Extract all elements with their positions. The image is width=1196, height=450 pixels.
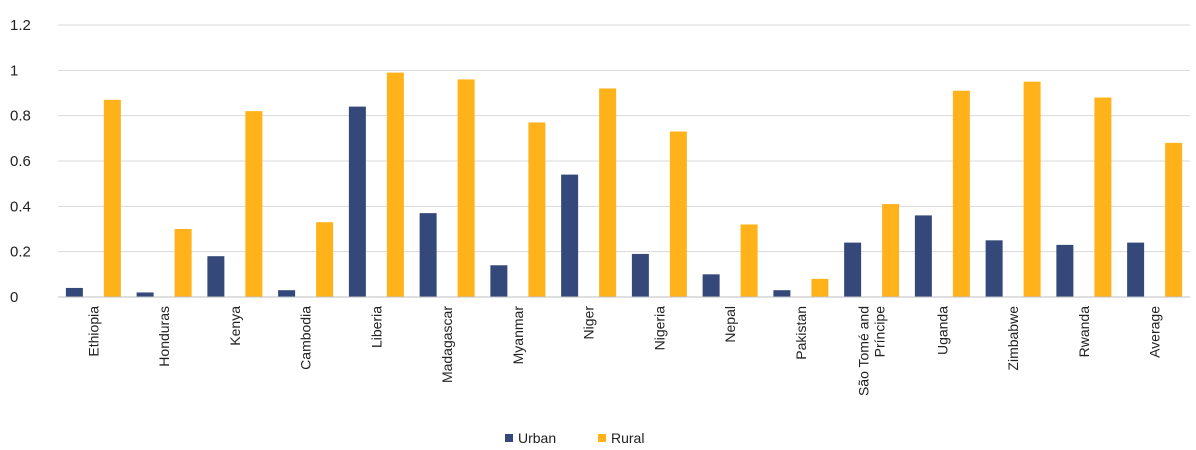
x-axis-category-labels: Ethiopia Honduras Kenya Cambodia Liberia Mada… [85,306,1162,396]
y-tick-label: 1 [10,62,18,79]
legend-swatch-urban [505,434,513,442]
bar-urban-myanmar [490,265,508,297]
bars [65,72,1183,298]
legend-swatch-rural [598,434,606,442]
bar-urban-zimbabwe [985,240,1003,297]
x-category-label: Uganda [934,306,950,355]
bar-urban-madagascar [419,213,437,297]
bar-rural-honduras [174,229,192,297]
x-category-label: Myanmar [510,306,526,365]
y-tick-label: 0 [10,289,18,306]
bar-rural-rwanda [1094,97,1112,298]
x-category-label: Zimbabwe [1005,306,1021,371]
x-category-label: Príncipe [872,306,888,358]
x-category-label: Nepal [722,306,738,343]
bar-rural-zimbabwe [1023,81,1041,298]
y-tick-label: 1.2 [10,17,31,34]
bar-urban-s-o-tom-and-pr-ncipe [844,242,862,297]
bar-rural-ethiopia [103,99,121,297]
bar-urban-cambodia [278,290,296,297]
bar-urban-liberia [348,106,366,297]
bar-rural-uganda [952,90,970,297]
x-category-label: Nigeria [651,306,667,351]
x-category-label: Rwanda [1076,306,1092,358]
bar-rural-s-o-tom-and-pr-ncipe [882,204,900,297]
x-category-label: Kenya [227,306,243,346]
bar-rural-kenya [245,111,263,297]
bar-rural-madagascar [457,79,475,298]
bar-urban-honduras [136,292,154,297]
bar-rural-nigeria [669,131,687,297]
bar-rural-average [1165,142,1183,297]
x-category-label: Average [1147,306,1163,358]
gridlines [58,24,1190,253]
bar-urban-ethiopia [65,287,83,297]
y-tick-label: 0.8 [10,108,31,125]
x-category-label: Cambodia [298,306,314,370]
bar-urban-kenya [207,256,225,297]
x-category-label: Niger [581,306,597,340]
bar-rural-liberia [386,72,404,297]
y-tick-label: 0.2 [10,244,31,261]
legend-label-rural: Rural [611,430,644,446]
bar-rural-cambodia [316,222,334,297]
bar-rural-niger [599,88,617,297]
legend-label-urban: Urban [518,430,556,446]
y-tick-label: 0.4 [10,198,31,215]
bar-urban-average [1127,242,1145,297]
y-axis-tick-labels: 0 0.2 0.4 0.6 0.8 1 1.2 [10,17,31,306]
x-category-label: Liberia [368,306,384,348]
bar-rural-myanmar [528,122,546,297]
bar-urban-pakistan [773,290,791,297]
y-tick-label: 0.6 [10,153,31,170]
bar-urban-uganda [914,215,932,297]
bar-urban-nigeria [631,253,649,297]
x-category-label: Honduras [156,306,172,367]
bar-urban-nepal [702,274,720,297]
x-category-label: Madagascar [439,306,455,383]
legend: Urban Rural [505,430,644,446]
bar-rural-pakistan [811,278,829,297]
x-category-label: Pakistan [793,306,809,360]
bar-rural-nepal [740,224,758,297]
x-category-label: São Tomé and [856,306,872,396]
bar-urban-niger [561,174,579,297]
bar-urban-rwanda [1056,244,1074,297]
x-category-label: Ethiopia [85,306,101,357]
